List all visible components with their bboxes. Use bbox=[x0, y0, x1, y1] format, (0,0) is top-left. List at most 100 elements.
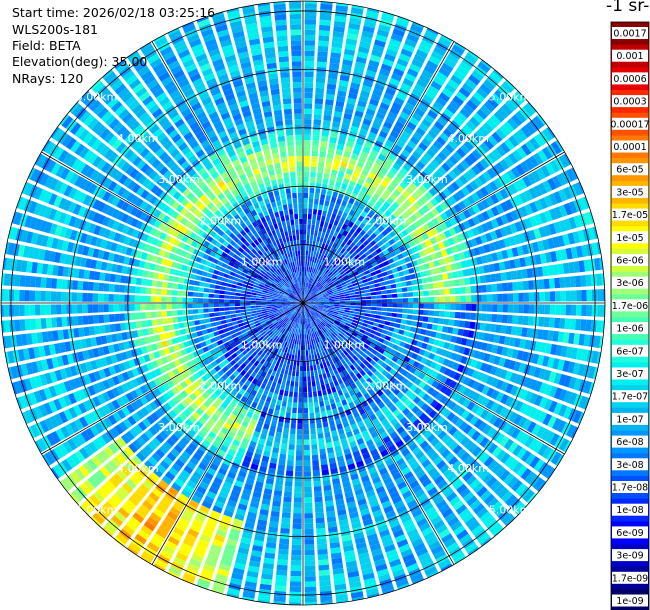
range-gate bbox=[272, 500, 281, 507]
range-gate bbox=[502, 304, 508, 313]
range-gate bbox=[390, 317, 397, 323]
range-gate bbox=[316, 177, 322, 184]
range-gate bbox=[325, 404, 331, 411]
range-gate bbox=[311, 375, 315, 382]
range-gate bbox=[317, 543, 328, 550]
range-gate bbox=[413, 53, 426, 64]
range-gate bbox=[381, 125, 391, 134]
range-gate bbox=[384, 321, 391, 326]
range-gate bbox=[318, 30, 330, 37]
range-gate bbox=[378, 130, 388, 139]
range-gate bbox=[274, 388, 280, 395]
range-gate bbox=[272, 447, 280, 454]
range-gate bbox=[447, 326, 454, 334]
range-gate bbox=[360, 90, 370, 98]
range-gate bbox=[357, 178, 365, 186]
range-gate bbox=[215, 321, 222, 326]
range-gate bbox=[371, 299, 377, 303]
range-gate bbox=[295, 471, 302, 477]
range-gate bbox=[368, 154, 377, 162]
range-gate bbox=[365, 296, 372, 300]
range-gate bbox=[287, 460, 294, 466]
range-gate bbox=[304, 471, 311, 477]
range-gate bbox=[407, 292, 414, 297]
range-gate bbox=[342, 178, 350, 185]
range-gate bbox=[303, 271, 305, 277]
range-gate bbox=[304, 323, 306, 330]
range-gate bbox=[330, 47, 342, 54]
range-gate bbox=[570, 290, 577, 302]
range-gate bbox=[195, 325, 202, 331]
range-gate bbox=[365, 108, 376, 117]
range-gate bbox=[311, 161, 317, 167]
range-gate bbox=[409, 326, 416, 333]
range-gate bbox=[439, 289, 445, 295]
range-gate bbox=[319, 585, 332, 592]
range-gate bbox=[304, 271, 307, 277]
range-gate bbox=[379, 319, 386, 325]
range-gate bbox=[454, 311, 461, 319]
range-gate bbox=[329, 298, 335, 301]
range-gate bbox=[304, 497, 313, 503]
range-gate bbox=[324, 168, 331, 175]
range-gate bbox=[406, 320, 412, 326]
range-gate bbox=[310, 251, 314, 257]
range-gate bbox=[549, 291, 556, 302]
range-gate bbox=[361, 30, 374, 39]
range-gate bbox=[412, 21, 425, 29]
range-gate bbox=[293, 397, 298, 403]
range-gate bbox=[507, 315, 513, 324]
range-gate bbox=[364, 313, 371, 317]
range-gate bbox=[317, 51, 328, 58]
range-gate bbox=[474, 322, 481, 330]
range-gate bbox=[304, 597, 317, 603]
range-gate bbox=[389, 106, 400, 116]
range-gate bbox=[380, 14, 394, 23]
range-gate bbox=[378, 24, 391, 33]
range-gate bbox=[319, 146, 327, 153]
range-gate bbox=[290, 381, 295, 387]
range-gate bbox=[385, 116, 395, 125]
range-gate bbox=[331, 375, 337, 382]
range-gate bbox=[278, 548, 289, 555]
range-gate bbox=[298, 344, 301, 351]
range-gate bbox=[314, 103, 323, 110]
range-gate bbox=[326, 83, 337, 90]
range-gate bbox=[458, 320, 465, 328]
range-gate bbox=[305, 282, 308, 288]
range-gate bbox=[308, 355, 312, 361]
range-gate bbox=[303, 150, 310, 156]
range-gate bbox=[312, 465, 320, 471]
range-gate bbox=[305, 293, 308, 299]
range-gate bbox=[315, 82, 325, 89]
range-gate bbox=[237, 319, 243, 324]
range-gate bbox=[304, 129, 311, 135]
range-gate bbox=[393, 272, 400, 278]
range-gate bbox=[291, 544, 302, 551]
range-gate bbox=[418, 297, 424, 303]
range-gate bbox=[303, 423, 309, 430]
range-gate bbox=[320, 259, 325, 266]
range-gate bbox=[325, 505, 335, 512]
range-gate bbox=[331, 169, 338, 176]
range-gate bbox=[285, 475, 293, 482]
range-gate bbox=[276, 469, 285, 476]
range-gate bbox=[313, 396, 318, 403]
range-gate bbox=[303, 239, 306, 246]
range-gate bbox=[327, 223, 333, 230]
range-gate bbox=[396, 288, 403, 293]
range-gate bbox=[376, 303, 382, 307]
range-gate bbox=[313, 480, 322, 487]
range-gate bbox=[345, 303, 351, 306]
range-gate bbox=[465, 304, 472, 311]
range-gate bbox=[404, 73, 417, 83]
range-gate bbox=[291, 549, 302, 556]
range-gate bbox=[303, 339, 305, 346]
range-gate bbox=[393, 328, 400, 334]
range-gate bbox=[327, 376, 333, 383]
range-gate bbox=[305, 255, 308, 262]
range-gate bbox=[344, 307, 350, 311]
range-gate bbox=[581, 289, 587, 302]
range-gate bbox=[307, 271, 310, 278]
range-gate bbox=[385, 285, 392, 290]
